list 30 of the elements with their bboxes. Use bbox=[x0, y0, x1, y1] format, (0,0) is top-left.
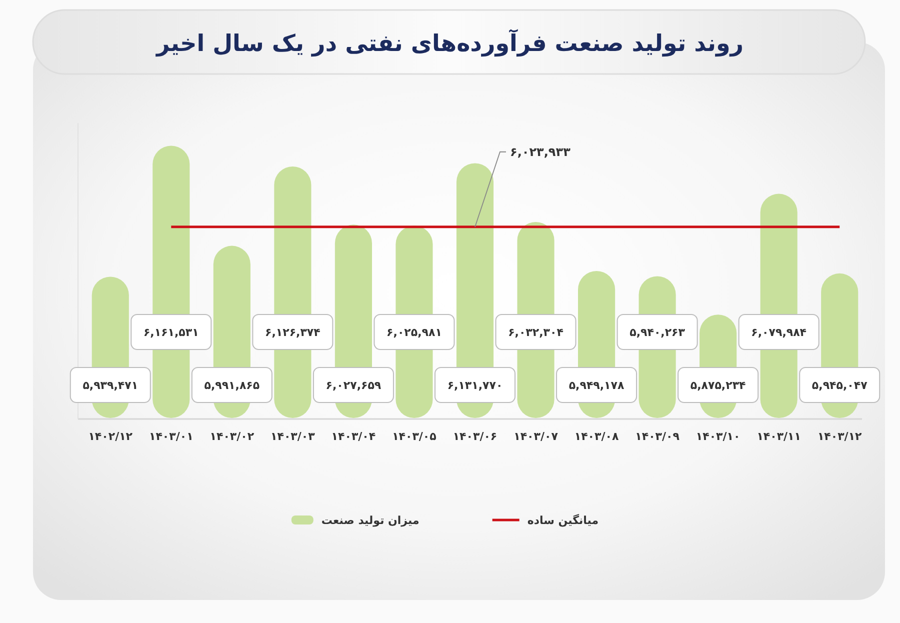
legend-label: میانگین ساده bbox=[527, 514, 599, 527]
data-label: ۶,۱۶۱,۵۳۱ bbox=[143, 326, 199, 339]
data-label: ۶,۱۳۱,۷۷۰ bbox=[447, 379, 503, 392]
data-label: ۵,۹۹۱,۸۶۵ bbox=[204, 379, 260, 392]
x-tick-label: ۱۴۰۳/۰۱ bbox=[149, 430, 194, 443]
x-tick-label: ۱۴۰۳/۰۵ bbox=[392, 430, 437, 443]
data-label: ۵,۸۷۵,۲۳۴ bbox=[690, 379, 746, 392]
data-label: ۶,۰۷۹,۹۸۴ bbox=[751, 326, 807, 339]
x-tick-label: ۱۴۰۳/۰۷ bbox=[514, 430, 558, 443]
data-label: ۶,۰۲۷,۶۵۹ bbox=[326, 379, 382, 392]
data-label: ۶,۱۲۶,۳۷۴ bbox=[265, 326, 321, 339]
x-tick-label: ۱۴۰۳/۰۹ bbox=[635, 430, 680, 443]
x-tick-label: ۱۴۰۳/۱۱ bbox=[756, 430, 801, 443]
x-tick-label: ۱۴۰۲/۱۲ bbox=[88, 430, 133, 443]
data-label: ۵,۹۴۰,۲۶۳ bbox=[630, 326, 686, 339]
data-label: ۶,۰۲۵,۹۸۱ bbox=[386, 326, 442, 339]
data-label: ۵,۹۴۵,۰۴۷ bbox=[812, 379, 868, 392]
data-label: ۶,۰۲۳,۹۳۳ bbox=[510, 144, 572, 159]
data-label: ۵,۹۳۹,۴۷۱ bbox=[82, 379, 138, 392]
chart-title: روند تولید صنعت فرآورده‌های نفتی در یک سال اخیر bbox=[155, 29, 744, 57]
legend-label: میزان تولید صنعت bbox=[321, 514, 420, 527]
data-label: ۵,۹۴۹,۱۷۸ bbox=[568, 379, 624, 392]
x-tick-label: ۱۴۰۳/۰۸ bbox=[574, 430, 619, 443]
x-tick-label: ۱۴۰۳/۱۲ bbox=[817, 430, 862, 443]
x-tick-label: ۱۴۰۳/۰۶ bbox=[452, 430, 498, 443]
x-tick-label: ۱۴۰۳/۰۲ bbox=[210, 430, 254, 443]
x-tick-label: ۱۴۰۳/۰۴ bbox=[331, 430, 376, 443]
data-label: ۶,۰۳۲,۳۰۴ bbox=[508, 326, 564, 339]
x-tick-label: ۱۴۰۳/۰۳ bbox=[270, 430, 316, 443]
x-tick-label: ۱۴۰۳/۱۰ bbox=[696, 430, 740, 443]
